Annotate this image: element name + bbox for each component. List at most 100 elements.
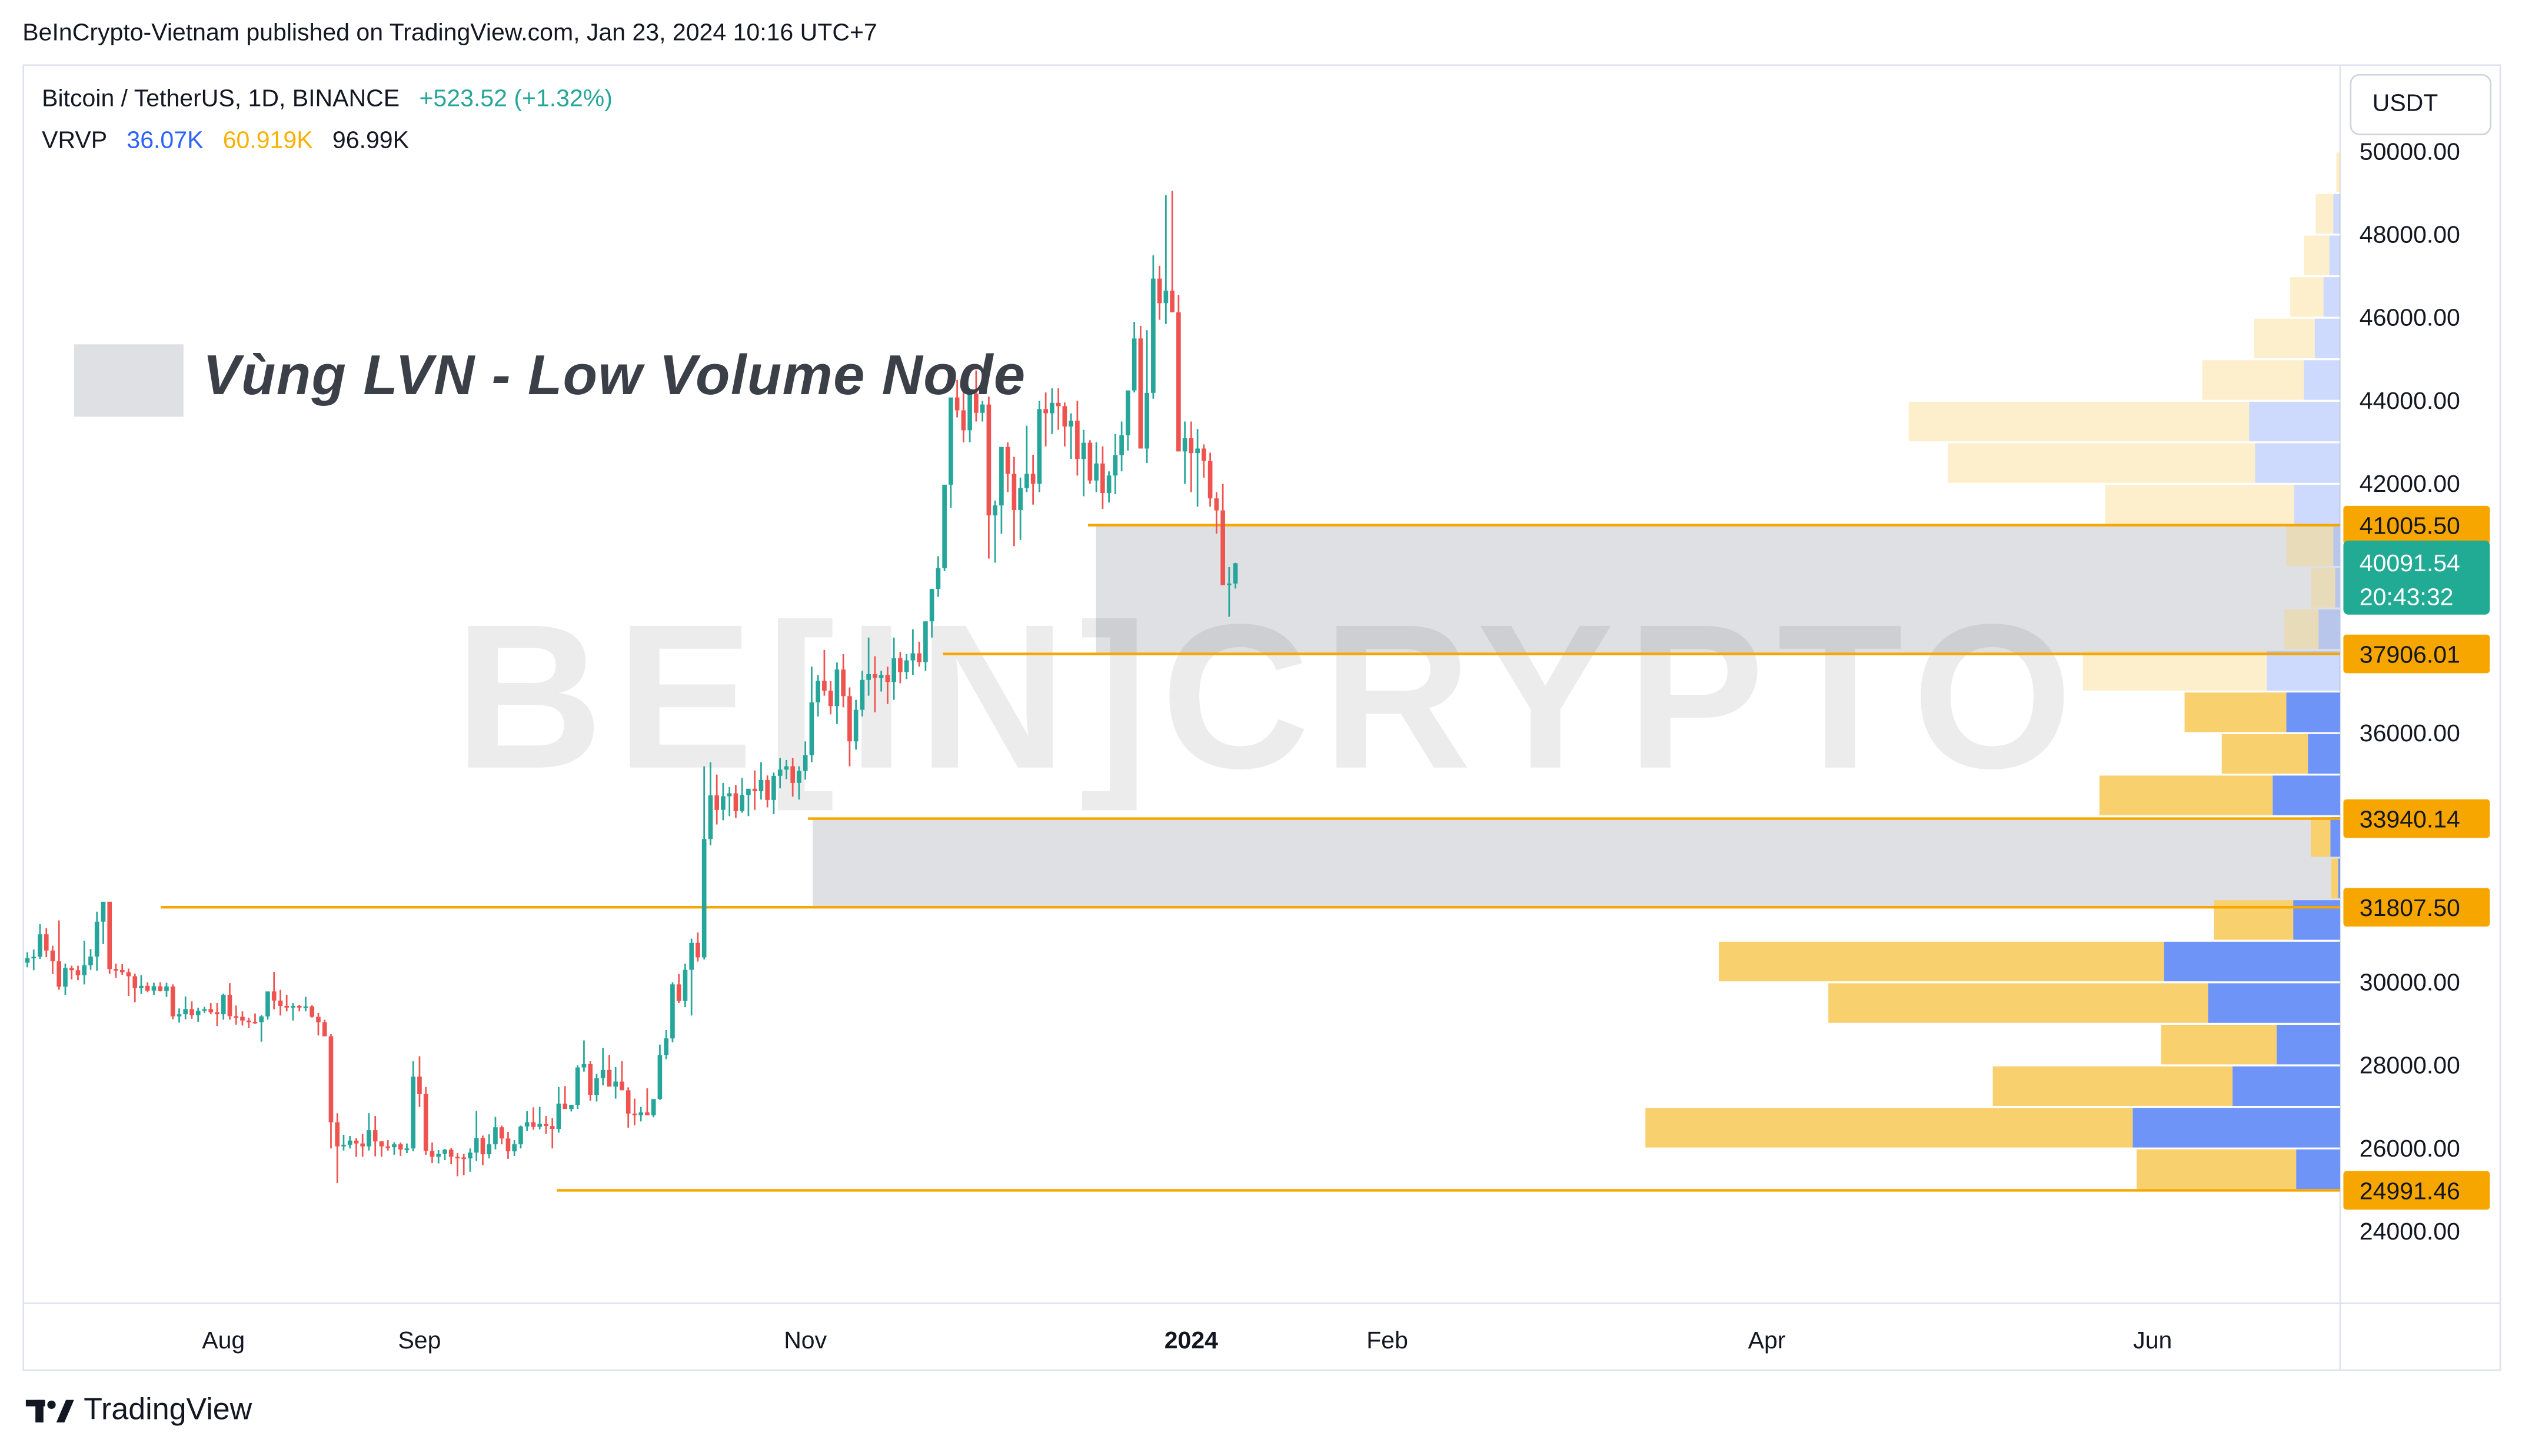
currency-unit-button[interactable]: USDT [2350, 74, 2492, 135]
candle-body [430, 1151, 435, 1157]
candle-body [1176, 312, 1181, 452]
volume-profile-bar-up [2294, 485, 2340, 525]
axes-layer: 24000.00 26000.00 28000.00 30000.00 36000.00… [202, 138, 2490, 1354]
candle-body [310, 1006, 315, 1017]
candle-body [246, 1020, 251, 1022]
y-tick-label: 26000.00 [2360, 1135, 2460, 1162]
candle-body [303, 1006, 308, 1008]
candle-body [701, 839, 707, 958]
candle-body [784, 766, 789, 770]
tradingview-logo[interactable]: TradingView [25, 1394, 252, 1429]
vrvp-total-volume: 96.99K [332, 127, 409, 155]
watermark-layer: BE[IN]CRYPTO [454, 582, 2072, 813]
candle-body [594, 1078, 599, 1095]
candle-body [316, 1017, 321, 1022]
volume-profile-bar-down [2290, 277, 2324, 317]
candle-body [297, 1006, 302, 1008]
candle-body [1106, 475, 1112, 494]
candle-body [961, 410, 966, 431]
candle-body [480, 1138, 485, 1155]
candle-body [993, 505, 997, 516]
candle-body [1220, 510, 1225, 585]
candle-body [777, 769, 783, 776]
candle-body [733, 793, 738, 811]
candle-body [1005, 447, 1010, 474]
candle-body [689, 942, 694, 970]
level-price-badge [2343, 888, 2490, 927]
candle-body [1170, 291, 1175, 312]
candle-body [1202, 448, 1206, 461]
level-price-badge [2343, 799, 2490, 838]
volume-profile-bar-down [2311, 568, 2335, 608]
candle-body [94, 921, 99, 957]
candle-body [404, 1148, 410, 1150]
candle-body [512, 1144, 517, 1152]
candle-body [1113, 455, 1118, 476]
volume-profile-bar-up [2164, 941, 2340, 982]
candle-body [1024, 474, 1029, 488]
symbol-legend[interactable]: Bitcoin / TetherUS, 1D, BINANCE +523.52 … [42, 85, 625, 112]
candle-body [151, 986, 157, 991]
y-tick-label: 42000.00 [2360, 470, 2460, 497]
lvn-annotation-label: Vùng LVN - Low Volume Node [202, 344, 1026, 408]
candle-body [335, 1122, 340, 1147]
candle-body [1189, 438, 1194, 454]
volume-profile-bar-down [2202, 360, 2304, 400]
level-price-label: 41005.50 [2360, 512, 2460, 539]
volume-profile-bar-down [1908, 401, 2250, 442]
level-price-badge [2343, 634, 2490, 674]
candle-body [632, 1113, 637, 1115]
volume-profile-bar-up [2304, 360, 2340, 400]
volume-profile-bar-down [1992, 1066, 2233, 1106]
candle-body [613, 1081, 618, 1087]
candle-body [82, 965, 87, 975]
symbol-title[interactable]: Bitcoin / TetherUS, 1D, BINANCE [42, 85, 400, 113]
volume-profile-bar-down [2286, 526, 2334, 567]
volume-profile-bar-up [2323, 277, 2340, 317]
vrvp-legend[interactable]: VRVP 36.07K 60.919K 96.99K [42, 127, 422, 154]
candle-body [347, 1140, 352, 1145]
candle-body [708, 795, 713, 839]
candle-body [417, 1077, 422, 1094]
candle-body [1182, 438, 1187, 452]
vrvp-up-volume: 36.07K [127, 127, 204, 155]
candle-body [1214, 498, 1219, 511]
candle-body [1050, 402, 1054, 414]
candle-body [974, 394, 979, 413]
level-price-badge [2343, 1171, 2490, 1210]
candle-body [721, 796, 726, 810]
candle-body [1056, 402, 1061, 407]
volume-profile-bar-down [2336, 152, 2340, 192]
volume-profile-bar-up [2330, 817, 2340, 857]
candle-body [765, 779, 770, 800]
candle-body [727, 793, 732, 797]
volume-profile-bar-down [1948, 443, 2255, 483]
candle-body [841, 669, 846, 697]
candle-body [569, 1105, 574, 1110]
level-price-label: 37906.01 [2360, 641, 2460, 668]
vrvp-label[interactable]: VRVP [42, 127, 108, 155]
candles-layer [25, 191, 1238, 1183]
lvn-legend-swatch [74, 344, 184, 417]
volume-profile-bar-up [2338, 858, 2340, 898]
candle-body [1144, 392, 1149, 449]
volume-profile-bar-up [2255, 443, 2340, 483]
levels-layer [161, 524, 2340, 1192]
candle-body [563, 1103, 568, 1110]
candle-body [341, 1144, 346, 1147]
candle-body [714, 795, 720, 810]
candle-body [746, 788, 751, 795]
candle-body [271, 991, 277, 1001]
candle-body [891, 658, 896, 682]
candle-body [227, 994, 232, 1017]
candle-body [1062, 406, 1067, 427]
volume-profile-bar-up [2276, 1025, 2340, 1065]
candle-body [328, 1036, 334, 1122]
candle-body [834, 669, 840, 707]
volume-profile-bar-up [2318, 609, 2340, 649]
candle-body [904, 660, 909, 672]
candle-body [487, 1144, 492, 1155]
candle-body [88, 957, 93, 965]
